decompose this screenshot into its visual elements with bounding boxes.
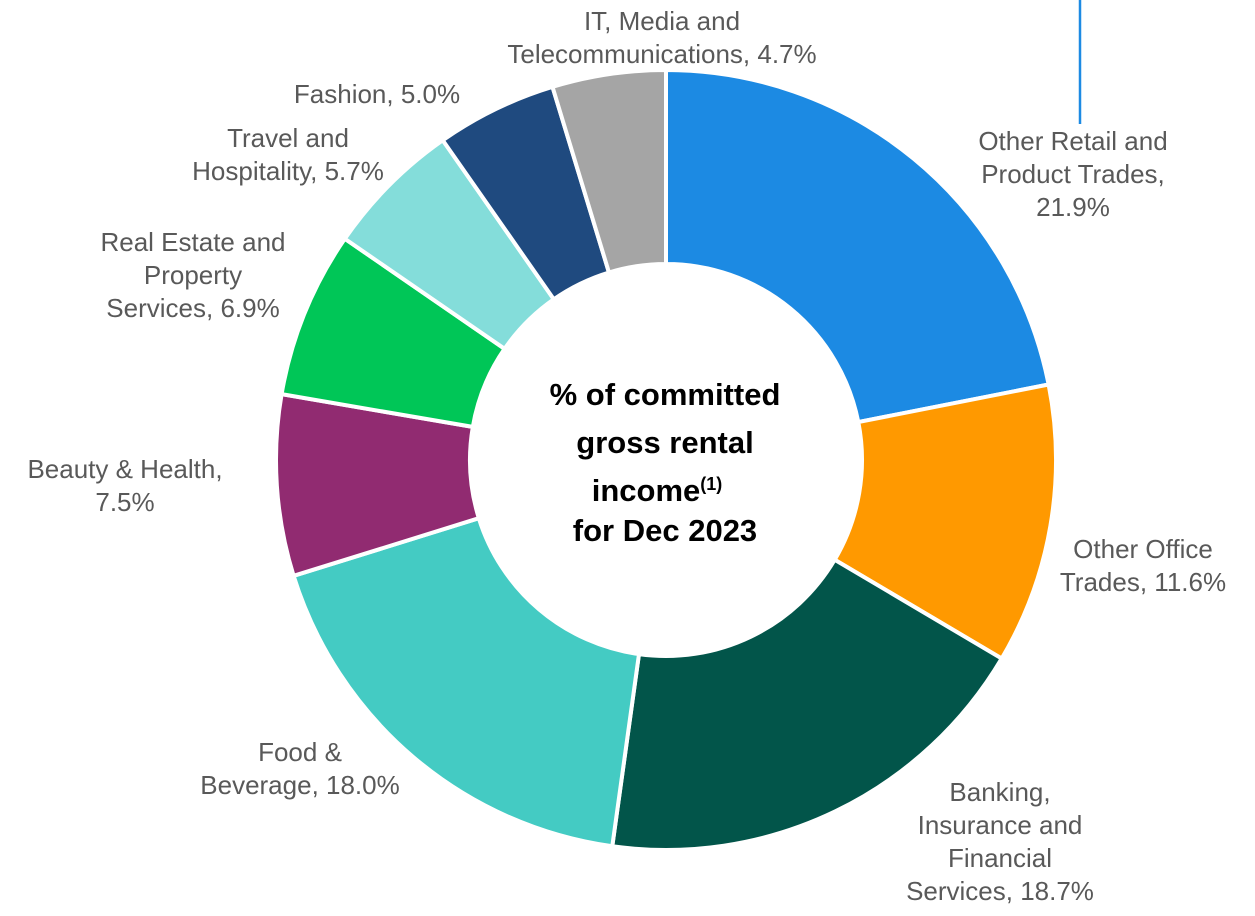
label-travel-and-hospitality: Travel and Hospitality, 5.7% <box>192 123 384 186</box>
label-line: Fashion, 5.0% <box>294 79 460 109</box>
label-line: Food & <box>258 737 342 767</box>
center-label-line1: % of committed <box>550 377 781 412</box>
label-line: Real Estate and <box>100 227 285 257</box>
label-line: Other Office <box>1073 534 1213 564</box>
slice-food-beverage <box>291 515 642 849</box>
center-label-line2: gross rental <box>576 425 753 460</box>
label-line: Telecommunications, 4.7% <box>507 39 816 69</box>
label-line: Beverage, 18.0% <box>200 770 399 800</box>
label-line: 21.9% <box>1036 192 1110 222</box>
label-line: Hospitality, 5.7% <box>192 156 384 186</box>
slice-labels: Other Retail and Product Trades, 21.9%Othe… <box>27 6 1226 906</box>
label-line: Services, 6.9% <box>106 293 279 323</box>
label-real-estate-and-property-services: Real Estate and Property Services, 6.9% <box>100 227 285 323</box>
slice-it-media-and-telecommunications <box>550 67 668 275</box>
label-food-beverage: Food & Beverage, 18.0% <box>200 737 399 800</box>
label-other-office-trades: Other Office Trades, 11.6% <box>1060 534 1226 597</box>
center-label-line3-main: income <box>592 473 701 508</box>
label-fashion: Fashion, 5.0% <box>294 79 460 109</box>
label-it-media-and-telecommunications: IT, Media and Telecommunications, 4.7% <box>507 6 816 69</box>
slice-other-office-trades <box>831 382 1058 662</box>
label-line: Other Retail and <box>978 126 1167 156</box>
label-line: Insurance and <box>918 810 1083 840</box>
center-label-line4: for Dec 2023 <box>573 513 757 548</box>
label-line: Services, 18.7% <box>906 876 1094 906</box>
label-line: Travel and <box>227 123 349 153</box>
label-line: Banking, <box>949 777 1050 807</box>
center-label-superscript: (1) <box>700 474 722 494</box>
label-line: Trades, 11.6% <box>1060 567 1226 597</box>
slice-other-retail-and-product-trades <box>664 67 1051 425</box>
donut-slices <box>274 67 1058 852</box>
center-label: % of committed gross rental income(1) fo… <box>550 377 781 548</box>
label-line: Financial <box>948 843 1052 873</box>
label-beauty-health: Beauty & Health, 7.5% <box>27 454 222 517</box>
label-line: Property <box>144 260 242 290</box>
slice-banking-insurance-and-financial-services <box>610 557 1005 852</box>
label-line: 7.5% <box>95 487 154 517</box>
center-label-line3: income(1) <box>592 473 723 508</box>
label-line: Product Trades, <box>981 159 1165 189</box>
label-other-retail-and-product-trades: Other Retail and Product Trades, 21.9% <box>978 126 1167 222</box>
label-line: Beauty & Health, <box>27 454 222 484</box>
label-banking-insurance-and-financial-services: Banking, Insurance and Financial Services, … <box>906 777 1094 906</box>
label-line: IT, Media and <box>584 6 740 36</box>
